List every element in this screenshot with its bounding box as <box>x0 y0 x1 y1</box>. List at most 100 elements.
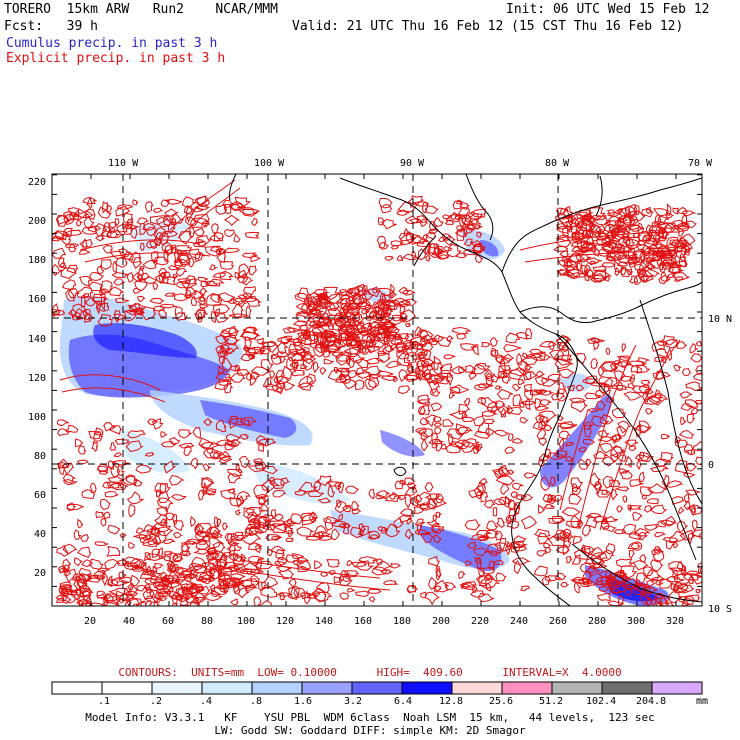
precip-contour <box>357 327 367 333</box>
precip-contour <box>484 375 501 383</box>
precip-contour <box>171 494 188 501</box>
precip-contour <box>495 475 516 486</box>
precip-contour <box>565 217 581 229</box>
x-tick-label: 40 <box>123 616 135 627</box>
precip-contour <box>315 475 334 487</box>
precip-contour <box>571 400 588 413</box>
latlon-grid <box>52 174 702 606</box>
precip-contour <box>538 390 555 396</box>
precip-contour <box>183 444 192 457</box>
precip-contour <box>75 209 94 219</box>
precip-contour <box>706 414 714 423</box>
precip-contour <box>591 554 606 570</box>
precip-contour <box>77 459 89 465</box>
precip-contour <box>647 392 669 406</box>
precip-contour <box>417 248 427 261</box>
precip-contour <box>511 545 527 552</box>
precip-contour <box>357 371 373 379</box>
precip-contour <box>672 266 681 274</box>
precip-contour <box>229 415 239 430</box>
precip-contour <box>575 384 584 392</box>
precip-contour <box>245 568 265 575</box>
precip-contour <box>694 399 702 405</box>
precip-contour <box>197 276 209 283</box>
precip-contour <box>523 472 537 479</box>
precip-contour <box>215 419 227 433</box>
precip-contour <box>427 498 438 510</box>
precip-contour <box>262 376 273 388</box>
colorbar <box>51 681 703 695</box>
precip-contour <box>591 239 609 245</box>
precip-contour <box>378 299 393 304</box>
precip-contour <box>118 576 133 584</box>
precip-contour <box>140 600 147 606</box>
precip-contour <box>465 213 473 223</box>
precip-contour <box>477 422 490 434</box>
precip-contour <box>173 579 182 584</box>
precip-contour <box>513 560 522 575</box>
precip-contour <box>130 302 141 313</box>
lon-label: 90 W <box>400 158 425 169</box>
precip-contour <box>533 565 548 577</box>
precip-contour <box>188 227 196 238</box>
precip-contour <box>99 287 105 297</box>
precip-contour <box>621 343 627 353</box>
precip-contour <box>542 493 554 503</box>
precip-contour <box>382 580 399 586</box>
precip-contour <box>200 441 221 450</box>
precip-contour-band <box>79 239 211 263</box>
precip-contour <box>174 245 193 252</box>
precip-contour <box>409 354 421 361</box>
x-tick-label: 260 <box>549 616 567 627</box>
precip-contour <box>628 261 636 268</box>
colorbar-swatch <box>101 681 153 695</box>
precip-contour <box>279 355 287 364</box>
precip-contour <box>390 563 402 569</box>
precip-contour <box>667 272 676 279</box>
precip-contour <box>119 532 127 538</box>
precip-contour <box>256 337 264 345</box>
lon-label: 100 W <box>254 158 285 169</box>
precip-contour <box>375 494 386 500</box>
precip-contour <box>644 524 660 531</box>
precip-contour <box>500 353 515 363</box>
precip-contour <box>333 317 349 327</box>
precip-contour <box>428 380 441 395</box>
precip-contour <box>628 253 638 259</box>
x-tick-label: 140 <box>315 616 333 627</box>
precip-contour <box>418 428 434 438</box>
precip-contour <box>690 574 702 585</box>
precip-contour <box>99 498 111 511</box>
precip-contour <box>298 375 314 388</box>
precip-contour <box>181 196 197 208</box>
precip-contour <box>431 432 439 445</box>
precip-contour <box>162 538 176 545</box>
precip-contour <box>633 273 643 285</box>
precip-contour <box>245 306 252 318</box>
precip-contour-band <box>59 374 166 403</box>
precip-contour <box>504 446 516 454</box>
precip-contour <box>358 556 379 564</box>
precip-contour <box>494 429 511 437</box>
precip-contour <box>657 215 669 224</box>
precip-contour <box>543 424 553 432</box>
precip-contour <box>394 338 403 345</box>
precip-contour <box>230 598 239 606</box>
precip-contour <box>459 343 479 351</box>
precip-contour <box>684 489 701 496</box>
precip-contour <box>685 570 702 575</box>
precip-contour <box>210 294 221 304</box>
precip-contour <box>595 235 615 246</box>
precip-contour <box>245 348 258 358</box>
precip-contour <box>578 576 591 587</box>
precip-contour <box>318 530 324 539</box>
precip-contour <box>595 575 613 585</box>
colorbar-swatch <box>351 681 403 695</box>
precip-contour <box>424 591 440 606</box>
precip-contour <box>464 519 481 531</box>
precip-contour <box>388 491 397 500</box>
precip-contour <box>306 373 317 385</box>
precip-contour <box>127 541 135 549</box>
precip-contour <box>570 213 589 225</box>
precip-contour <box>388 317 404 326</box>
